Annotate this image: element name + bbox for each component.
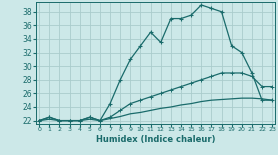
X-axis label: Humidex (Indice chaleur): Humidex (Indice chaleur): [96, 135, 215, 144]
